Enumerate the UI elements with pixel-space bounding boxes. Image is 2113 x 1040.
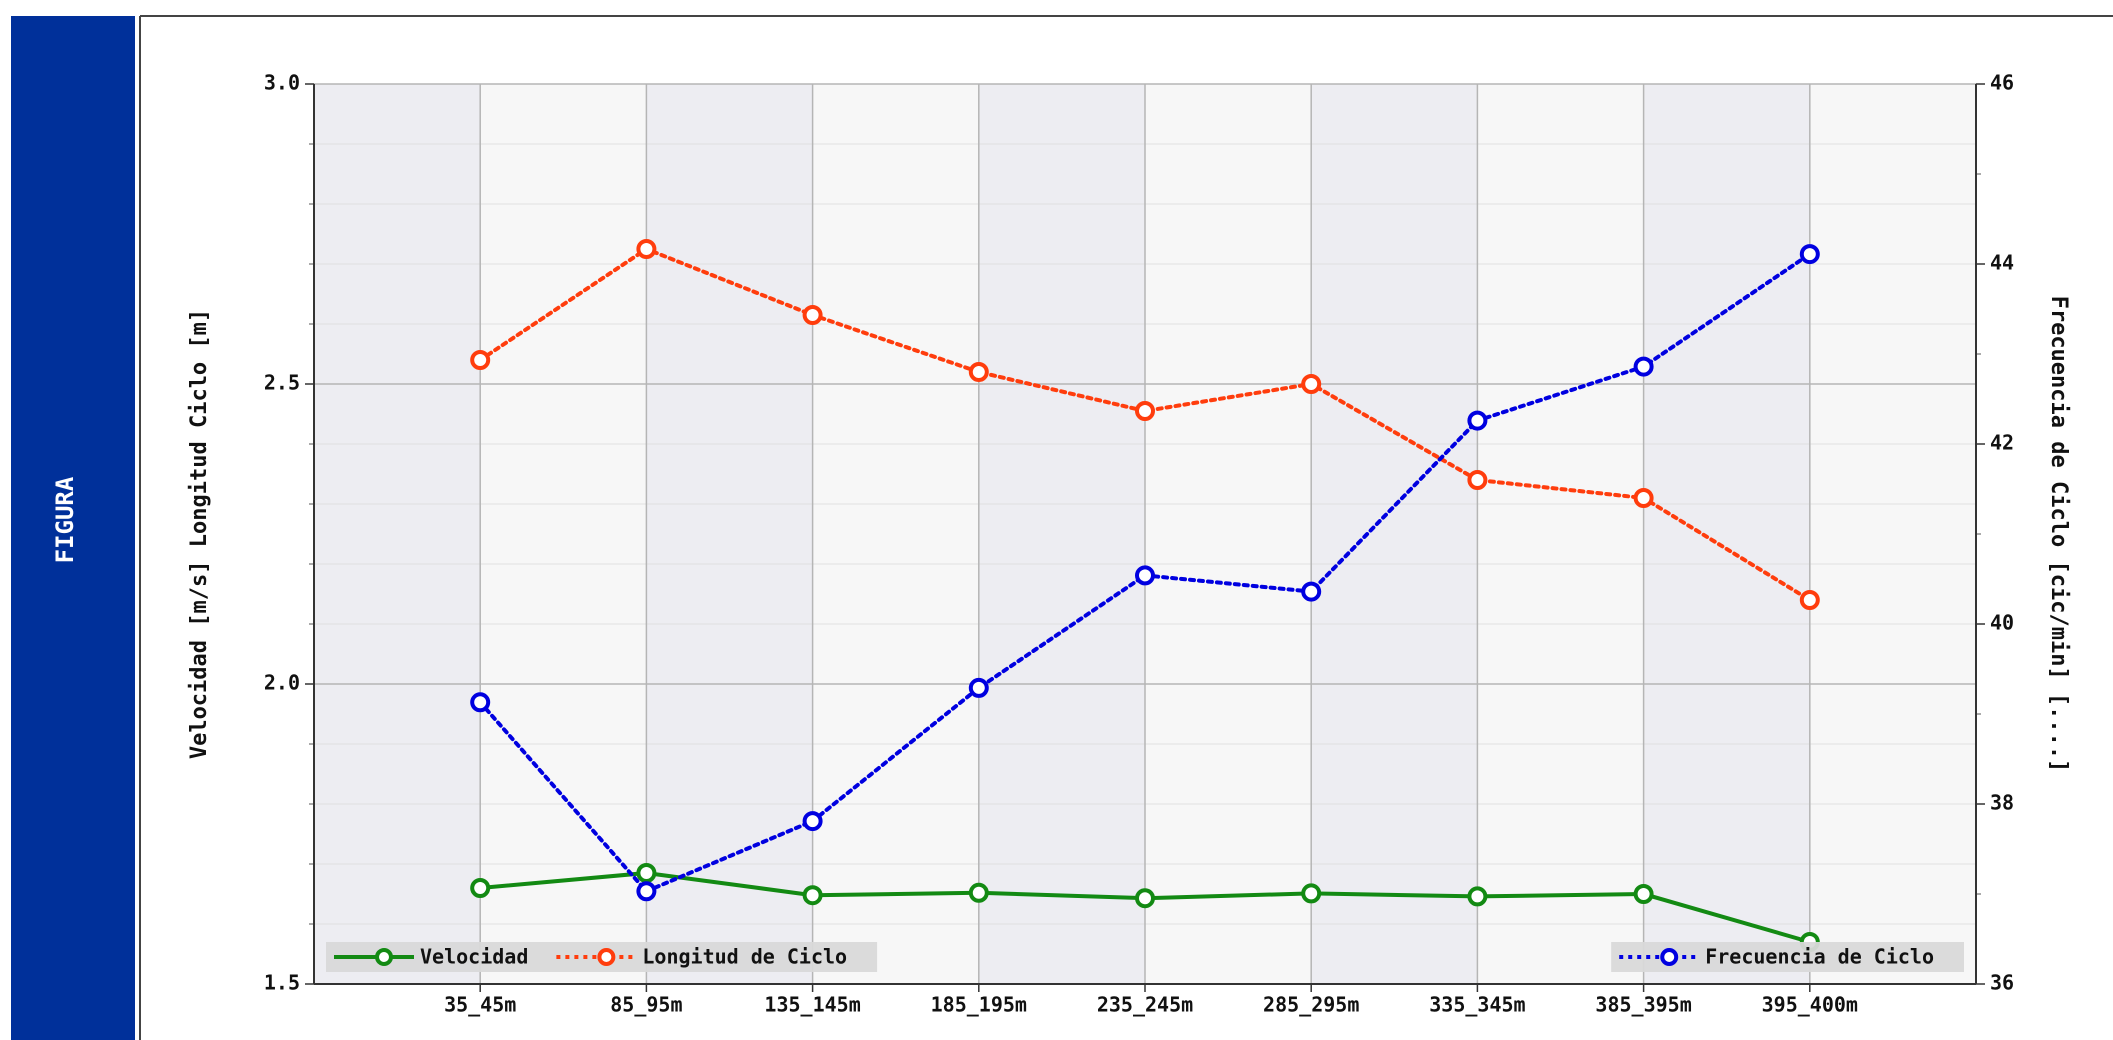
legend-label: Longitud de Ciclo (642, 945, 847, 969)
series-marker (470, 878, 491, 898)
legend-marker (375, 948, 393, 966)
series-marker (802, 305, 823, 325)
plot-band (978, 84, 1145, 984)
x-tick-label: 235_245m (1097, 993, 1193, 1017)
series-marker (802, 885, 823, 906)
y-tick-label: 3.0 (264, 71, 300, 95)
y2-tick-label: 42 (1990, 431, 2014, 455)
y2-tick-label: 44 (1990, 251, 2014, 275)
plot-band (646, 84, 813, 984)
series-marker (1467, 886, 1488, 907)
sidebar-label: FIGURA (51, 476, 79, 563)
series-marker (636, 881, 657, 902)
series-marker (802, 811, 823, 832)
series-marker (1633, 488, 1654, 508)
y2-tick-label: 46 (1990, 71, 2014, 95)
plot-band (1311, 84, 1478, 984)
legend-label: Velocidad (420, 945, 528, 969)
series-marker (1633, 884, 1654, 904)
series-marker (968, 882, 989, 903)
series-marker (1135, 888, 1155, 909)
x-tick-label: 285_295m (1263, 993, 1359, 1017)
y-tick-label: 2.5 (264, 371, 300, 395)
sidebar (11, 16, 135, 1040)
x-tick-label: 385_395m (1595, 993, 1691, 1017)
series-marker (1301, 374, 1322, 394)
series-marker (968, 677, 989, 698)
y2-axis-label: Frecuencia de Ciclo [cic/min] [....] (2046, 296, 2071, 773)
x-tick-label: 85_95m (610, 993, 682, 1017)
x-tick-label: 335_345m (1429, 993, 1525, 1017)
legend-marker (1660, 948, 1679, 966)
series-marker (1799, 590, 1820, 610)
series-marker (968, 362, 989, 382)
x-tick-label: 185_195m (931, 993, 1027, 1017)
y-tick-label: 1.5 (264, 971, 300, 995)
series-marker (1135, 565, 1155, 586)
x-tick-label: 395_400m (1762, 993, 1858, 1017)
series-marker (636, 239, 657, 259)
y2-tick-label: 36 (1990, 971, 2014, 995)
series-marker (1301, 581, 1322, 602)
series-marker (470, 692, 491, 713)
legend-label: Frecuencia de Ciclo (1705, 945, 1934, 969)
y2-tick-label: 38 (1990, 791, 2014, 815)
legend-marker (597, 948, 616, 966)
plot-band (1643, 84, 1810, 984)
y2-tick-label: 40 (1990, 611, 2014, 635)
x-tick-label: 35_45m (444, 993, 516, 1017)
y-tick-label: 2.0 (264, 671, 300, 695)
series-marker (1633, 356, 1654, 377)
series-marker (470, 350, 491, 370)
series-marker (1301, 883, 1322, 904)
series-marker (636, 863, 657, 883)
plot-band (314, 84, 481, 984)
series-marker (1467, 470, 1488, 490)
x-tick-label: 135_145m (764, 993, 860, 1017)
series-marker (1135, 401, 1155, 421)
series-marker (1799, 244, 1820, 265)
series-marker (1467, 410, 1488, 431)
y-axis-label: Velocidad [m/s] Longitud Ciclo [m] (187, 309, 212, 759)
